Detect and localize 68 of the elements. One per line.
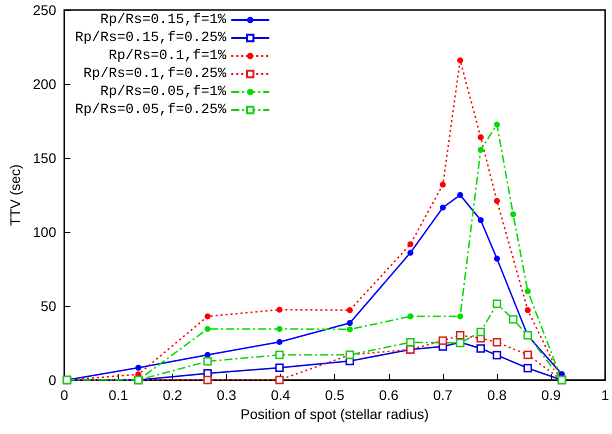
point — [275, 376, 284, 384]
x-tick-label: 1 — [601, 387, 610, 403]
point — [457, 192, 464, 198]
point — [440, 182, 446, 188]
x-tick-label: 0.2 — [162, 387, 182, 403]
point — [476, 328, 485, 336]
legend-label: Rp/Rs=0.1,f=1% — [108, 48, 227, 64]
point — [524, 364, 532, 372]
y-tick-label: 150 — [32, 150, 56, 166]
point — [524, 350, 532, 360]
y-tick-label: 200 — [32, 76, 56, 92]
point — [492, 300, 502, 308]
y-tick-label: 250 — [32, 2, 56, 18]
legend-label: Rp/Rs=0.15,f=1% — [100, 12, 227, 28]
point — [492, 338, 502, 347]
point — [478, 134, 484, 140]
point — [135, 364, 142, 371]
point — [203, 376, 212, 384]
point — [494, 122, 500, 128]
x-tick-label: 0.3 — [216, 387, 236, 403]
point — [438, 336, 448, 345]
y-tick-label: 50 — [40, 298, 56, 314]
point — [456, 331, 464, 340]
x-tick-label: 0 — [60, 387, 68, 403]
y-axis-title: TTV (sec) — [7, 164, 23, 226]
x-tick-label: 0.1 — [108, 387, 128, 403]
point — [457, 57, 464, 64]
point — [203, 357, 212, 366]
point — [478, 146, 484, 153]
x-axis-title: Position of spot (stellar radius) — [240, 406, 429, 422]
point — [276, 306, 283, 313]
point — [346, 320, 353, 326]
point — [524, 288, 531, 294]
x-tick-label: 0.8 — [487, 387, 507, 403]
point — [346, 326, 353, 332]
point — [406, 338, 415, 347]
point — [275, 363, 284, 372]
point — [510, 211, 516, 218]
x-tick-label: 0.9 — [541, 387, 561, 403]
x-tick-label: 0.7 — [433, 387, 453, 403]
point — [407, 250, 414, 256]
point — [407, 313, 414, 320]
y-tick-label: 100 — [32, 224, 56, 240]
point — [457, 313, 464, 320]
point — [276, 338, 283, 345]
legend-label: Rp/Rs=0.15,f=0.25% — [74, 30, 227, 46]
x-tick-label: 0.4 — [270, 387, 291, 403]
x-tick-label: 0.5 — [324, 387, 345, 403]
point — [476, 344, 485, 353]
y-tick-label: 0 — [48, 372, 56, 388]
point — [275, 350, 284, 360]
legend-label: Rp/Rs=0.1,f=0.25% — [83, 66, 227, 82]
point — [204, 313, 211, 320]
point — [492, 350, 502, 360]
point — [494, 198, 500, 204]
point — [204, 352, 211, 358]
point — [204, 326, 211, 332]
point — [276, 326, 283, 332]
point — [407, 241, 414, 248]
x-tick-label: 0.6 — [379, 387, 399, 403]
point — [440, 204, 446, 211]
point — [508, 315, 518, 324]
point — [494, 256, 500, 262]
point — [478, 217, 484, 224]
legend-label: Rp/Rs=0.05,f=0.25% — [74, 102, 227, 118]
point — [346, 307, 353, 314]
legend-label: Rp/Rs=0.05,f=1% — [100, 84, 227, 100]
point — [524, 307, 531, 314]
